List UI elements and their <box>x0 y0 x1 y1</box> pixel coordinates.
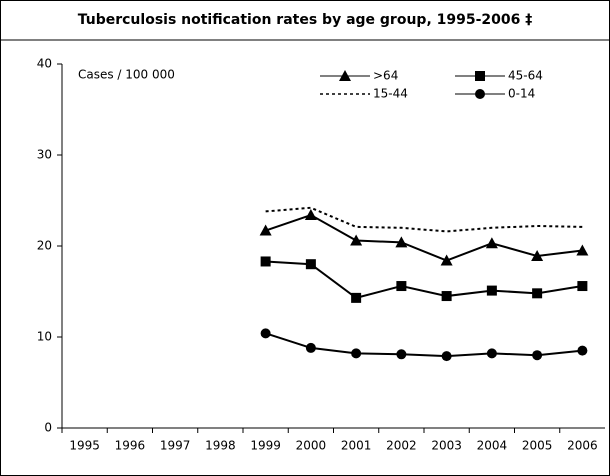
marker <box>259 224 272 236</box>
marker <box>486 348 497 359</box>
legend-label: 45-64 <box>508 69 543 83</box>
marker <box>577 345 588 356</box>
marker <box>485 237 498 249</box>
x-tick-label: 2002 <box>386 439 417 453</box>
marker <box>441 351 452 362</box>
marker <box>486 285 497 296</box>
marker <box>532 350 543 361</box>
legend-label: 15-44 <box>373 87 408 101</box>
marker <box>440 254 453 266</box>
y-tick-label: 30 <box>37 148 52 162</box>
marker <box>260 256 271 267</box>
marker <box>339 70 351 81</box>
marker <box>305 342 316 353</box>
marker <box>396 349 407 360</box>
x-tick-label: 2003 <box>431 439 462 453</box>
y-tick-label: 40 <box>37 57 52 71</box>
x-tick-label: 1997 <box>160 439 191 453</box>
series-line <box>265 260 583 299</box>
marker <box>304 209 317 221</box>
marker <box>532 288 543 299</box>
legend-label: >64 <box>373 69 398 83</box>
marker <box>260 328 271 339</box>
series-line <box>265 206 583 233</box>
marker <box>531 250 544 262</box>
marker <box>577 281 588 292</box>
series-line <box>265 213 583 262</box>
y-axis-label: Cases / 100 000 <box>78 68 175 82</box>
legend-label: 0-14 <box>508 87 535 101</box>
marker <box>475 89 485 99</box>
marker <box>396 281 407 292</box>
marker <box>576 244 589 256</box>
x-tick-label: 1996 <box>115 439 146 453</box>
marker <box>395 236 408 248</box>
x-tick-label: 1995 <box>69 439 100 453</box>
x-tick-label: 2001 <box>341 439 372 453</box>
series-line <box>265 332 583 358</box>
y-tick-label: 10 <box>37 330 52 344</box>
marker <box>475 71 485 81</box>
marker <box>441 291 452 302</box>
x-tick-label: 1998 <box>205 439 236 453</box>
y-tick-label: 0 <box>44 421 52 435</box>
marker <box>350 234 363 246</box>
x-tick-label: 2006 <box>567 439 598 453</box>
x-tick-label: 1999 <box>250 439 281 453</box>
x-tick-label: 2000 <box>296 439 327 453</box>
marker <box>351 292 362 303</box>
chart-title: Tuberculosis notification rates by age g… <box>78 12 533 28</box>
y-tick-label: 20 <box>37 239 52 253</box>
x-tick-label: 2005 <box>522 439 553 453</box>
marker <box>351 348 362 359</box>
marker <box>305 259 316 270</box>
x-tick-label: 2004 <box>477 439 508 453</box>
